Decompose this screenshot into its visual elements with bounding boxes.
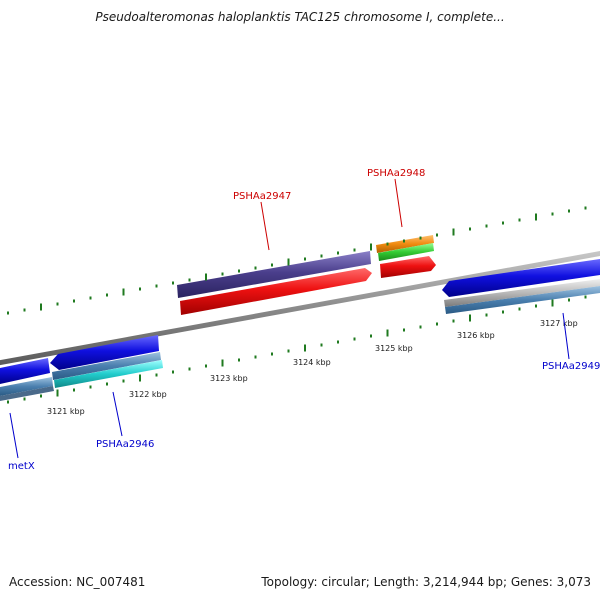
gene-label-pshaa2947[interactable]: PSHAa2947 [233,191,291,202]
tick-label-3126: 3126 kbp [457,331,495,340]
label-line-pshaa2947 [260,201,270,251]
gene-arrow-metx[interactable] [0,377,53,396]
gene-arrow-pshaa2946[interactable] [52,352,161,380]
gene-arrow-metx-dark[interactable] [0,386,54,401]
accession-text: Accession: NC_007481 [9,575,146,589]
gene-label-pshaa2946[interactable]: PSHAa2946 [96,439,154,450]
tick-label-3125: 3125 kbp [375,344,413,353]
tick-label-3124: 3124 kbp [293,358,331,367]
label-line-pshaa2948 [394,178,403,228]
gene-arrow-pshaa2949[interactable] [445,286,600,314]
gene-arrow-pshaa2948-green[interactable] [378,243,434,261]
label-line-metx [9,412,19,459]
tick-label-3121: 3121 kbp [47,407,85,416]
gene-label-pshaa2948[interactable]: PSHAa2948 [367,168,425,179]
tick-label-3122: 3122 kbp [129,390,167,399]
cds-arrow-pshaa2948[interactable] [380,256,436,278]
tick-label-3123: 3123 kbp [210,374,248,383]
label-line-pshaa2946 [112,391,123,437]
cds-arrow-metx[interactable] [0,358,50,384]
label-line-pshaa2949 [562,312,570,360]
gene-label-pshaa2949[interactable]: PSHAa2949 [542,361,600,372]
map-title: Pseudoalteromonas haloplanktis TAC125 ch… [95,10,505,24]
gene-arrow-pshaa2946-cyan[interactable] [54,360,163,388]
genome-stats-text: Topology: circular; Length: 3,214,944 bp… [261,575,591,589]
cds-arrow-pshaa2949[interactable] [442,259,600,297]
cds-arrow-pshaa2947[interactable] [180,268,372,315]
cds-arrow-pshaa2946[interactable] [50,335,159,370]
gene-label-metx[interactable]: metX [8,461,35,472]
lower-tick-ruler [7,295,587,404]
tick-label-3127: 3127 kbp [540,319,578,328]
gene-arrow-pshaa2949-silver[interactable] [444,279,600,307]
gene-arrow-pshaa2947[interactable] [177,251,371,298]
upper-tick-ruler [7,206,587,315]
